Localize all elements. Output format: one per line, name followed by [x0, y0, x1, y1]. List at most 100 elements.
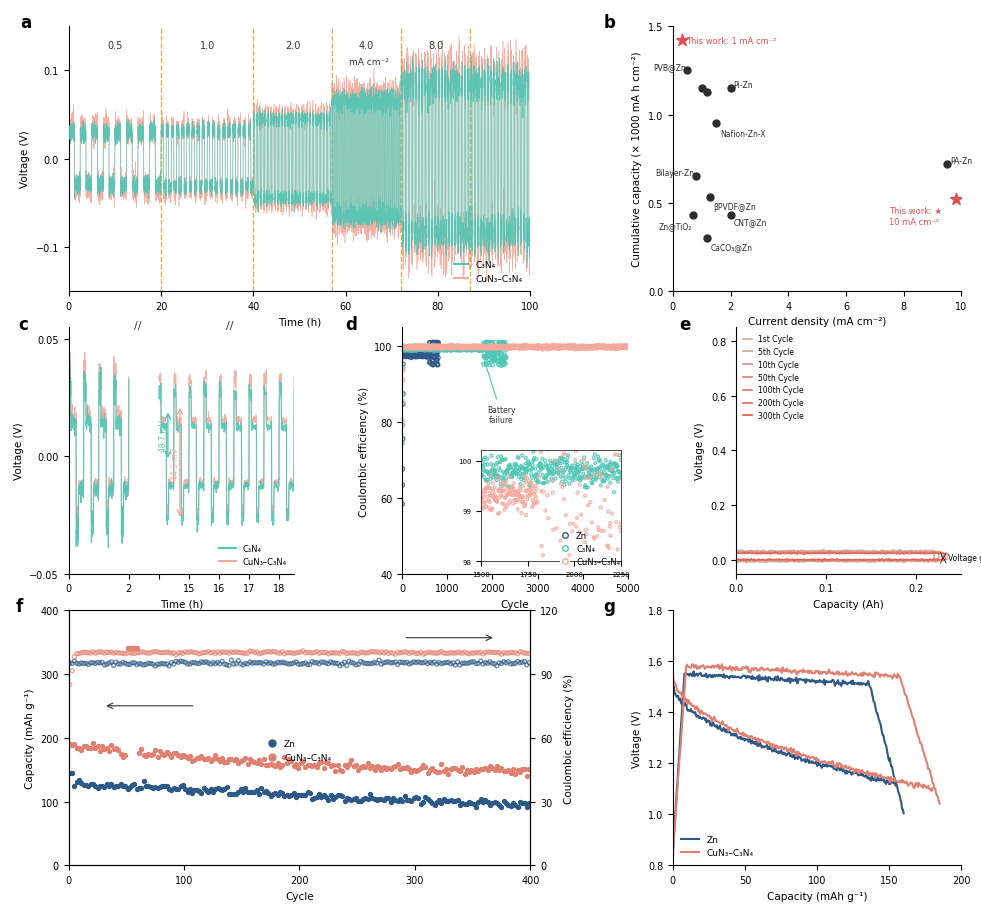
Point: [481, 353, 496, 367]
Point: [454, 341, 470, 355]
Point: [614, 341, 630, 355]
Point: [603, 341, 619, 355]
Point: [477, 340, 492, 354]
Point: [468, 341, 484, 355]
Point: [425, 353, 440, 368]
Point: [605, 340, 621, 354]
Point: [427, 336, 442, 351]
Point: [424, 343, 439, 357]
Point: [418, 350, 434, 364]
Point: [413, 797, 429, 812]
Point: [420, 348, 436, 363]
Point: [492, 353, 508, 367]
Point: [417, 340, 433, 354]
Point: [469, 341, 485, 355]
Point: [418, 349, 434, 363]
Point: [386, 656, 401, 670]
Point: [519, 341, 535, 355]
Point: [426, 346, 441, 361]
Point: [104, 738, 120, 752]
Point: [229, 752, 244, 766]
Point: [450, 341, 466, 355]
Point: [138, 646, 154, 660]
Point: [428, 340, 443, 354]
Point: [420, 349, 436, 363]
Point: [614, 341, 630, 355]
Point: [566, 341, 582, 355]
Point: [410, 341, 426, 355]
Point: [419, 340, 435, 354]
Point: [423, 341, 439, 355]
Point: [413, 761, 429, 775]
Point: [591, 341, 606, 355]
Point: [440, 340, 456, 354]
Point: [397, 342, 413, 356]
Point: [518, 340, 534, 354]
Point: [459, 341, 475, 355]
Point: [453, 341, 469, 355]
Point: [399, 349, 415, 363]
Point: [309, 760, 325, 774]
Point: [424, 340, 439, 354]
Point: [268, 657, 284, 671]
Point: [332, 763, 347, 778]
Point: [577, 340, 593, 354]
Point: [395, 340, 411, 354]
Point: [178, 782, 193, 796]
Point: [459, 343, 475, 357]
Point: [497, 343, 513, 358]
Point: [498, 341, 514, 355]
Point: [226, 786, 241, 801]
Point: [147, 780, 163, 794]
Point: [421, 341, 437, 355]
Point: [451, 341, 467, 355]
Point: [446, 341, 462, 355]
Point: [476, 342, 491, 356]
Point: [600, 340, 616, 354]
Point: [425, 340, 440, 354]
Point: [581, 341, 596, 355]
Point: [488, 345, 503, 360]
Point: [413, 645, 429, 660]
Point: [472, 340, 488, 354]
Point: [464, 763, 480, 777]
Point: [442, 340, 458, 354]
Point: [469, 340, 485, 354]
Point: [469, 343, 485, 357]
Point: [468, 343, 484, 357]
Point: [481, 348, 496, 363]
Point: [494, 340, 510, 354]
Point: [374, 657, 389, 671]
Point: [226, 645, 241, 660]
Point: [486, 349, 501, 363]
Point: [401, 341, 417, 355]
Point: [401, 793, 417, 808]
Point: [581, 340, 596, 354]
Point: [212, 753, 228, 768]
Point: [477, 340, 492, 354]
Point: [473, 340, 489, 354]
Point: [427, 339, 442, 353]
Point: [396, 342, 412, 356]
Point: [583, 341, 598, 355]
Point: [483, 340, 498, 354]
Point: [268, 786, 284, 801]
Point: [175, 655, 190, 670]
Point: [362, 761, 378, 775]
Point: [467, 340, 483, 354]
Point: [214, 645, 230, 660]
Point: [608, 340, 624, 354]
Point: [404, 349, 420, 363]
Point: [538, 340, 553, 354]
Point: [237, 657, 253, 671]
Point: [279, 788, 294, 803]
Point: [688, 169, 703, 184]
Point: [407, 350, 423, 364]
Point: [554, 341, 570, 355]
Point: [166, 646, 181, 660]
Point: [425, 656, 440, 670]
Point: [428, 342, 443, 356]
Point: [410, 342, 426, 356]
Point: [500, 798, 516, 813]
Point: [99, 645, 115, 660]
